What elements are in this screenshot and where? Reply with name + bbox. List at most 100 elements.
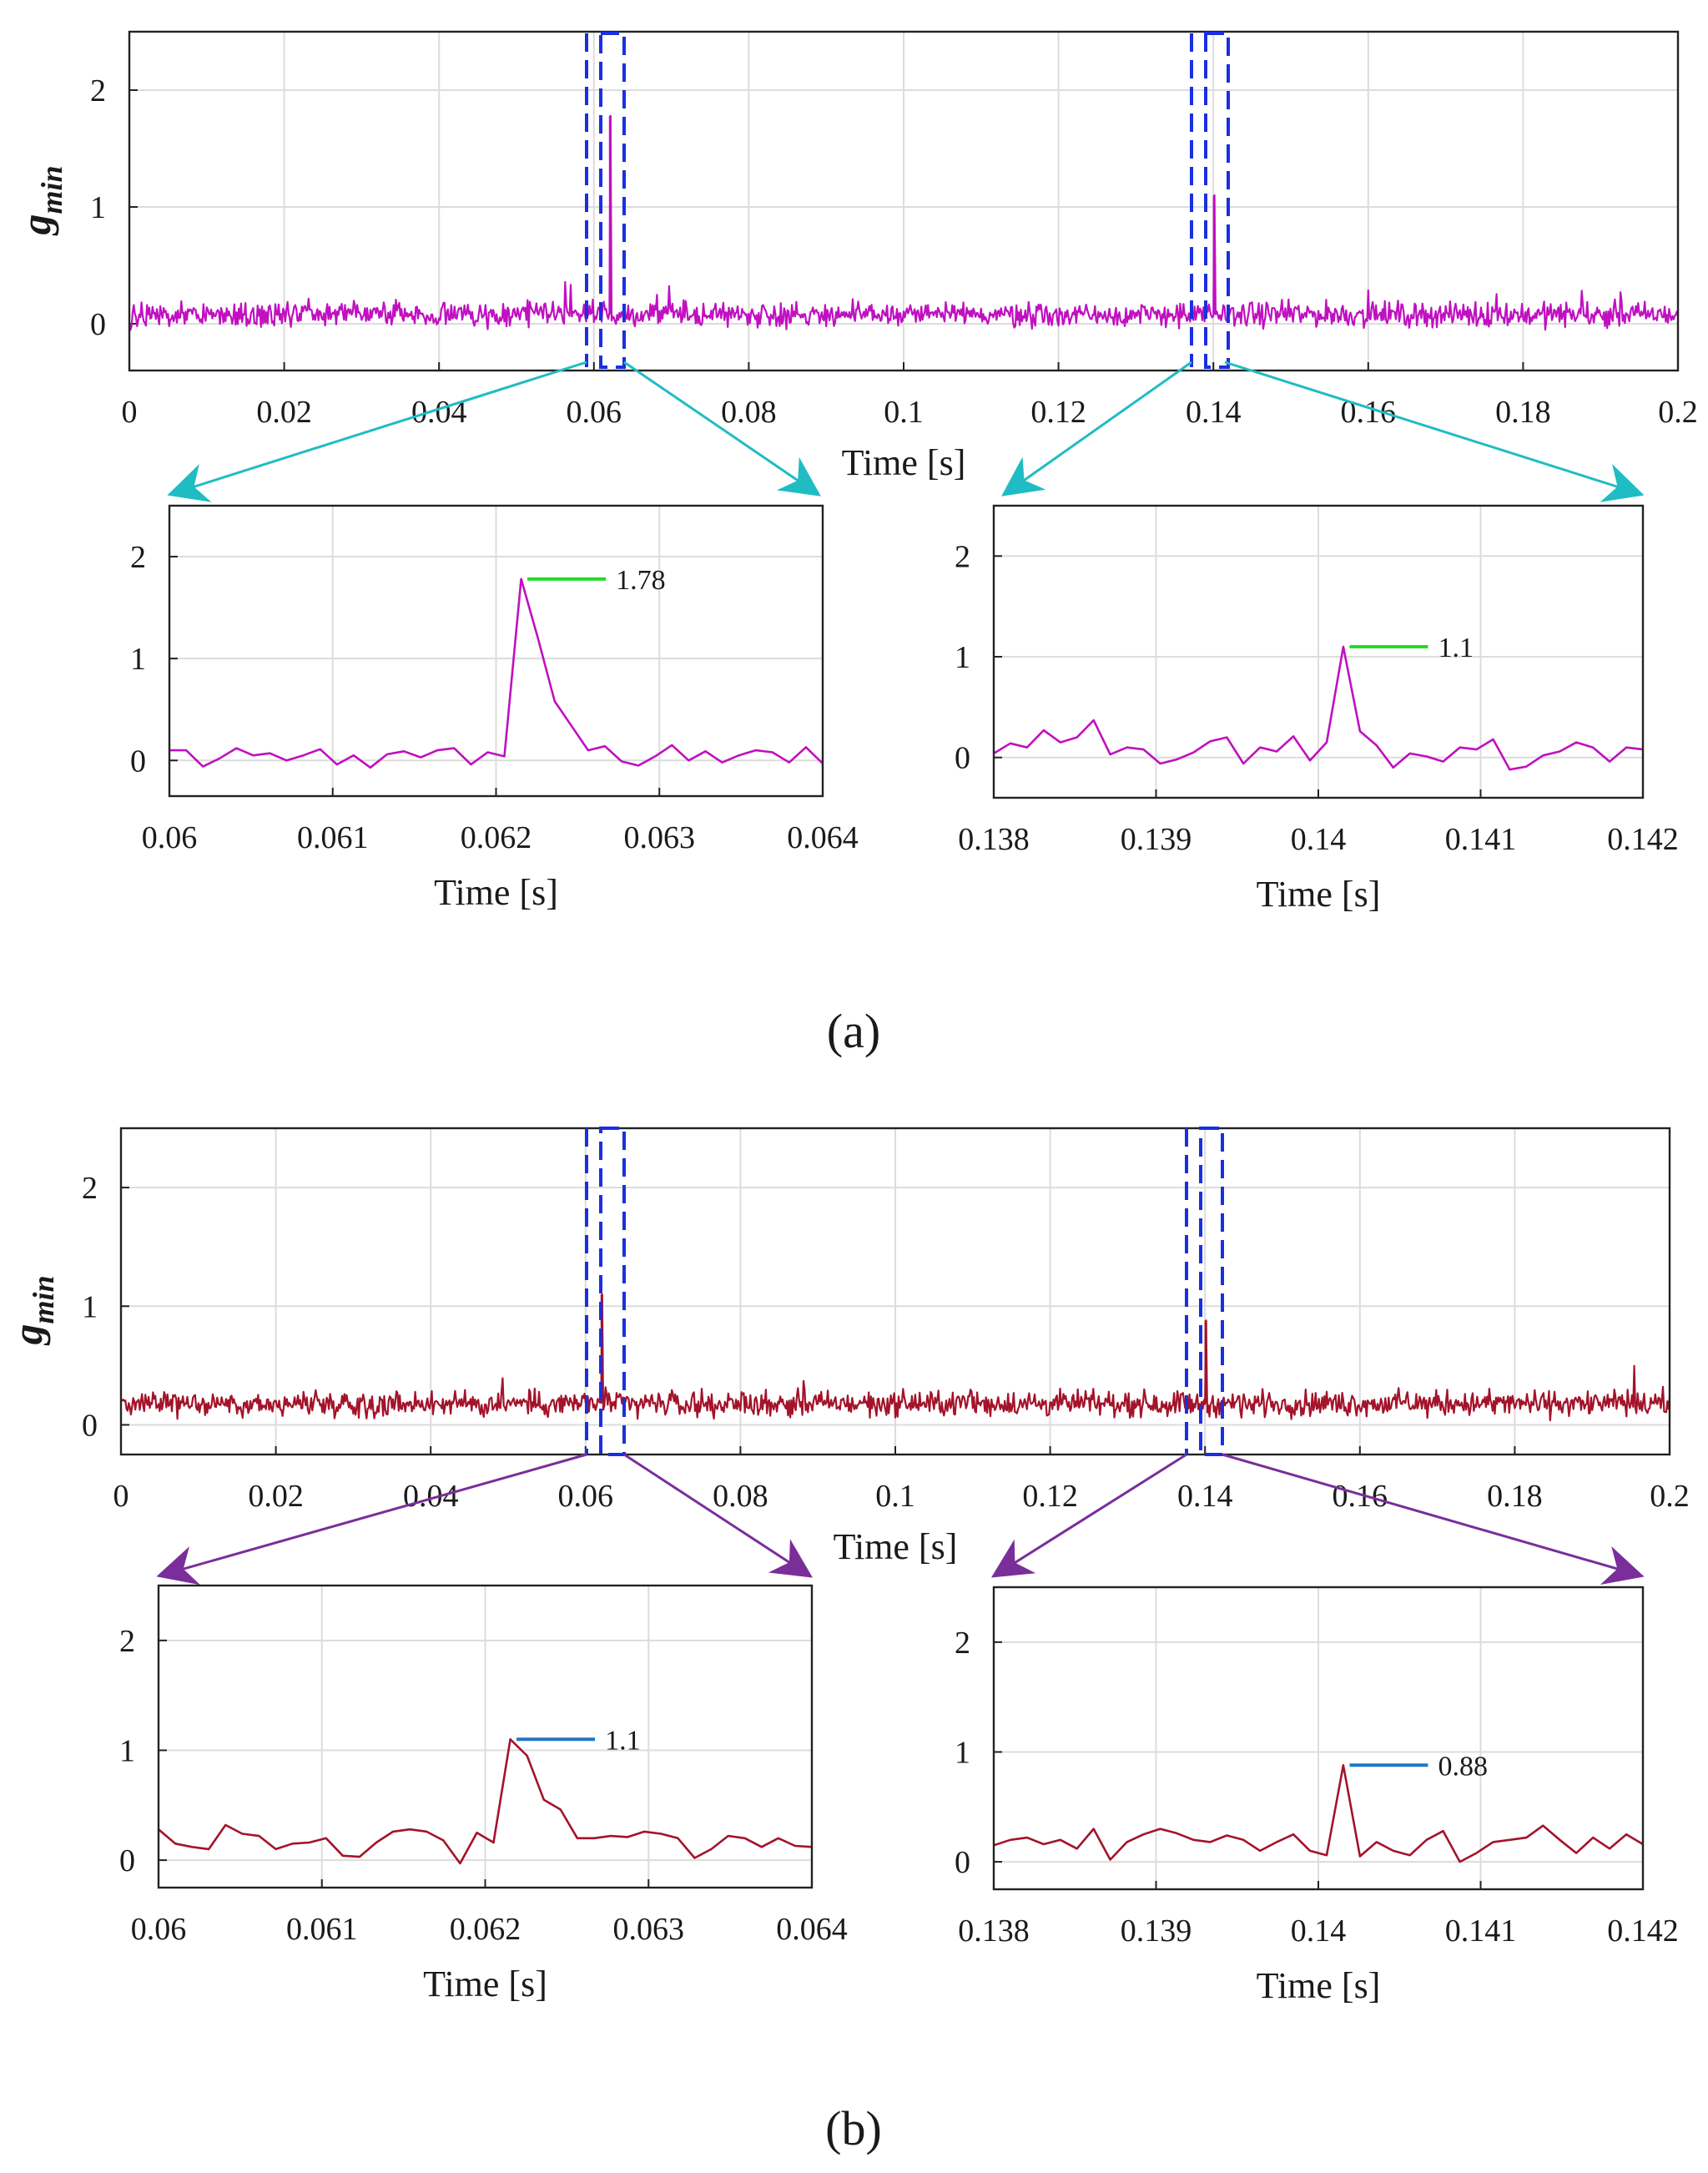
x-tick-label: 0.2	[1650, 1479, 1690, 1514]
panel-b: 0 0.02 0.04 0.06 0.08 0.1 0.12 0.14 0.16 0.18 0.2 0…	[4, 1127, 1690, 2155]
x-tick-label: 0.02	[248, 1479, 304, 1514]
zoom-arrow	[1224, 360, 1645, 502]
y-tick-label: 2	[130, 540, 146, 575]
x-tick-label: 0.064	[787, 820, 859, 855]
x-tick-label: 0.14	[1291, 822, 1347, 857]
axes-frame	[992, 1586, 1645, 1891]
panel-label: (b)	[825, 2101, 882, 2155]
zoom-arrow	[990, 1453, 1187, 1578]
y-tick-label: 1	[90, 190, 106, 225]
x-tick-label: 0.142	[1607, 822, 1679, 857]
x-tick-label: 0.12	[1022, 1479, 1078, 1514]
zoom-axes: 0.138 0.139 0.14 0.141 0.142 0 1 2 Time [s] 0.88	[955, 1586, 1679, 2006]
x-tick-label: 0.14	[1186, 395, 1242, 430]
y-axis-label-main: g	[13, 214, 59, 236]
y-tick-label: 1	[82, 1289, 98, 1324]
datatip-label: 0.88	[1438, 1751, 1488, 1782]
y-axis-label-sub: min	[27, 1275, 60, 1323]
x-tick-label: 0.1	[875, 1479, 915, 1514]
datatip-label: 1.1	[605, 1725, 641, 1756]
y-tick-label: 1	[955, 640, 970, 675]
x-tick-label: 0.06	[558, 1479, 614, 1514]
zoom-region-box	[1204, 32, 1230, 369]
y-tick-label: 2	[90, 73, 106, 108]
y-tick-label: 2	[82, 1171, 98, 1206]
x-tick-label: 0.06	[131, 1912, 187, 1947]
x-tick-label: 0.061	[297, 820, 369, 855]
x-tick-label: 0.1	[884, 395, 924, 430]
zoom-region-box	[599, 32, 626, 369]
x-axis-label: Time [s]	[842, 442, 966, 483]
signal-line	[158, 1738, 813, 1865]
x-tick-label: 0.141	[1445, 1913, 1517, 1949]
x-tick-label: 0.063	[613, 1912, 685, 1947]
zoom-axes: 0.06 0.061 0.062 0.063 0.064 0 1 2 Time [s] 1.78	[130, 504, 859, 913]
zoom-arrow	[1222, 1453, 1645, 1586]
zoom-region-box	[599, 1127, 626, 1456]
y-axis-label-sub: min	[35, 165, 68, 214]
x-tick-label: 0.139	[1121, 822, 1192, 857]
x-tick-label: 0.2	[1658, 395, 1698, 430]
x-axis-label: Time [s]	[1257, 1965, 1381, 2006]
zoom-axes: 0.06 0.061 0.062 0.063 0.064 0 1 2 Time [s] 1.1	[119, 1584, 848, 2004]
zoom-arrow	[623, 360, 821, 497]
signal-line	[993, 645, 1644, 771]
axes-frame	[157, 1584, 814, 1889]
signal-line	[169, 577, 824, 769]
main-axes: 0 0.02 0.04 0.06 0.08 0.1 0.12 0.14 0.16 0.18 0.2 0…	[82, 1127, 1690, 1567]
y-tick-label: 1	[955, 1735, 970, 1770]
panel-label: (a)	[827, 1004, 880, 1058]
x-tick-label: 0.04	[411, 395, 467, 430]
y-tick-label: 0	[955, 1845, 970, 1880]
signal-line	[128, 114, 1680, 331]
zoom-axes: 0.138 0.139 0.14 0.141 0.142 0 1 2 Time [s] 1.1	[955, 504, 1679, 915]
x-tick-label: 0.063	[624, 820, 696, 855]
x-tick-label: 0.06	[142, 820, 198, 855]
x-tick-label: 0.062	[450, 1912, 521, 1947]
y-tick-label: 1	[119, 1733, 135, 1768]
x-tick-label: 0.062	[461, 820, 532, 855]
x-tick-label: 0.141	[1445, 822, 1517, 857]
y-tick-label: 0	[90, 307, 106, 342]
y-tick-label: 1	[130, 642, 146, 677]
datatip-label: 1.78	[616, 565, 666, 596]
x-tick-label: 0.139	[1121, 1913, 1192, 1949]
zoom-region-box	[1199, 1127, 1224, 1456]
x-tick-label: 0.16	[1333, 1479, 1388, 1514]
zoom-arrow	[1001, 360, 1192, 497]
x-tick-label: 0.18	[1495, 395, 1551, 430]
y-tick-label: 0	[955, 741, 970, 776]
x-tick-label: 0.064	[776, 1912, 848, 1947]
y-tick-label: 0	[130, 744, 146, 779]
signal-line	[120, 1293, 1671, 1422]
axes-frame	[119, 1127, 1671, 1456]
main-axes: 0 0.02 0.04 0.06 0.08 0.1 0.12 0.14 0.16 0.18 0.2 0…	[90, 30, 1698, 483]
x-tick-label: 0.142	[1607, 1913, 1679, 1949]
x-tick-label: 0.061	[286, 1912, 358, 1947]
x-tick-label: 0.06	[567, 395, 622, 430]
x-tick-label: 0.12	[1030, 395, 1086, 430]
y-axis-label-main: g	[4, 1324, 51, 1346]
y-tick-label: 2	[955, 539, 970, 574]
zoom-arrow	[167, 360, 587, 502]
x-axis-label: Time [s]	[834, 1526, 958, 1567]
panel-a: 0 0.02 0.04 0.06 0.08 0.1 0.12 0.14 0.16 0.18 0.2 0…	[13, 30, 1698, 1058]
y-tick-label: 2	[955, 1626, 970, 1661]
zoom-arrow	[156, 1453, 587, 1586]
zoom-arrow	[623, 1453, 814, 1578]
y-axis-label: gmin	[13, 165, 68, 235]
y-tick-label: 0	[82, 1408, 98, 1443]
y-tick-label: 2	[119, 1624, 135, 1659]
x-tick-label: 0.14	[1177, 1479, 1233, 1514]
x-tick-label: 0.08	[721, 395, 777, 430]
x-tick-label: 0.18	[1487, 1479, 1543, 1514]
x-tick-label: 0.08	[713, 1479, 768, 1514]
x-tick-label: 0.138	[958, 822, 1030, 857]
x-axis-label: Time [s]	[434, 872, 558, 913]
x-tick-label: 0.04	[403, 1479, 459, 1514]
y-axis-label: gmin	[4, 1275, 60, 1345]
x-tick-label: 0.14	[1291, 1913, 1347, 1949]
axes-frame	[168, 504, 824, 798]
x-tick-label: 0.16	[1341, 395, 1397, 430]
